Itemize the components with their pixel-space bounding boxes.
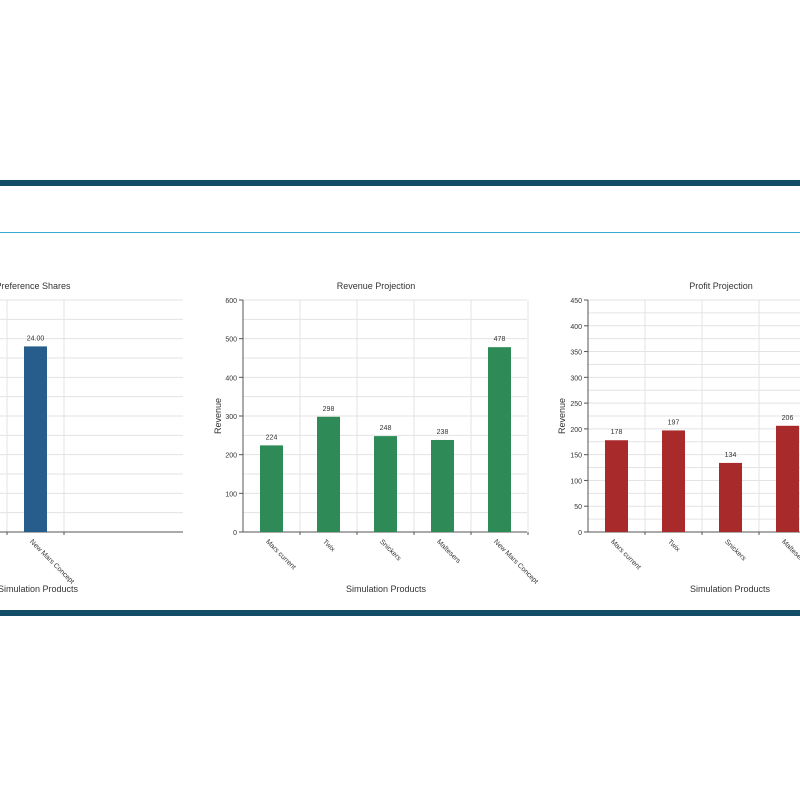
- x-axis-title: Simulation Products: [690, 584, 771, 594]
- bar: [488, 347, 511, 532]
- bar-value-label: 248: [380, 425, 392, 432]
- profit-projection-chart: 0 50 100 150 200 250 300 350 400 450 178 Mars curre…: [557, 281, 800, 594]
- bar-value-label: 238: [437, 429, 449, 436]
- bar: [431, 439, 454, 532]
- y-tick-label: 600: [225, 298, 237, 305]
- y-tick-label: 150: [570, 453, 582, 460]
- bar: [662, 430, 685, 532]
- x-tick-label: New Mars Concept: [492, 538, 539, 585]
- y-tick-label: 500: [225, 337, 237, 344]
- y-tick-label: 200: [225, 453, 237, 460]
- y-tick-label: 100: [570, 478, 582, 485]
- x-tick-label: Mars current: [609, 538, 642, 571]
- y-tick-label: 200: [570, 427, 582, 434]
- y-tick-label: 350: [570, 350, 582, 357]
- y-tick-label: 50: [574, 504, 582, 511]
- bar: [317, 416, 340, 532]
- x-tick-label: Maltesers: [780, 538, 800, 565]
- chart-title: Preference Shares: [0, 281, 71, 291]
- bar-value-label: 134: [725, 452, 737, 459]
- section-divider: [0, 232, 800, 233]
- y-tick-label: 450: [570, 298, 582, 305]
- bar: [260, 445, 283, 532]
- bar: [776, 425, 799, 532]
- x-tick-label: Snickers: [378, 538, 402, 562]
- bar-value-label: 178: [611, 429, 623, 436]
- chart-title: Revenue Projection: [337, 281, 416, 291]
- bar-value-label: 298: [323, 406, 335, 413]
- y-tick-label: 250: [570, 401, 582, 408]
- bar: [719, 462, 742, 532]
- y-tick-label: 400: [225, 375, 237, 382]
- bar-value-label: 206: [782, 415, 794, 422]
- bar-value-label: 478: [494, 336, 506, 343]
- bar-value-label: 197: [668, 419, 680, 426]
- bar: [24, 346, 47, 532]
- x-tick-label: Twix: [321, 538, 336, 553]
- y-tick-label: 100: [225, 491, 237, 498]
- revenue-projection-chart: 0 100 200 300 400 500 600 224 Mars current 298 Twi…: [213, 281, 539, 594]
- x-tick-label: Twix: [666, 538, 681, 553]
- y-tick-label: 0: [578, 530, 582, 537]
- y-axis-title: Revenue: [213, 398, 223, 434]
- x-tick-label: New Mars Concept: [28, 538, 75, 585]
- bar-value-label: 224: [266, 434, 278, 441]
- x-tick-label: Maltesers: [435, 538, 462, 565]
- x-axis-title: Simulation Products: [0, 584, 79, 594]
- bottom-divider: [0, 610, 800, 616]
- y-tick-label: 300: [570, 375, 582, 382]
- y-tick-label: 400: [570, 324, 582, 331]
- top-divider: [0, 180, 800, 186]
- chart-title: Profit Projection: [689, 281, 753, 291]
- y-tick-label: 300: [225, 414, 237, 421]
- x-tick-label: Mars current: [264, 538, 297, 571]
- x-axis-title: Simulation Products: [346, 584, 427, 594]
- y-axis-title: Revenue: [557, 398, 567, 434]
- y-tick-label: 0: [233, 530, 237, 537]
- bar: [605, 440, 628, 532]
- bar-value-label: 24.00: [27, 335, 45, 342]
- bar: [374, 436, 397, 532]
- x-tick-label: Snickers: [723, 538, 747, 562]
